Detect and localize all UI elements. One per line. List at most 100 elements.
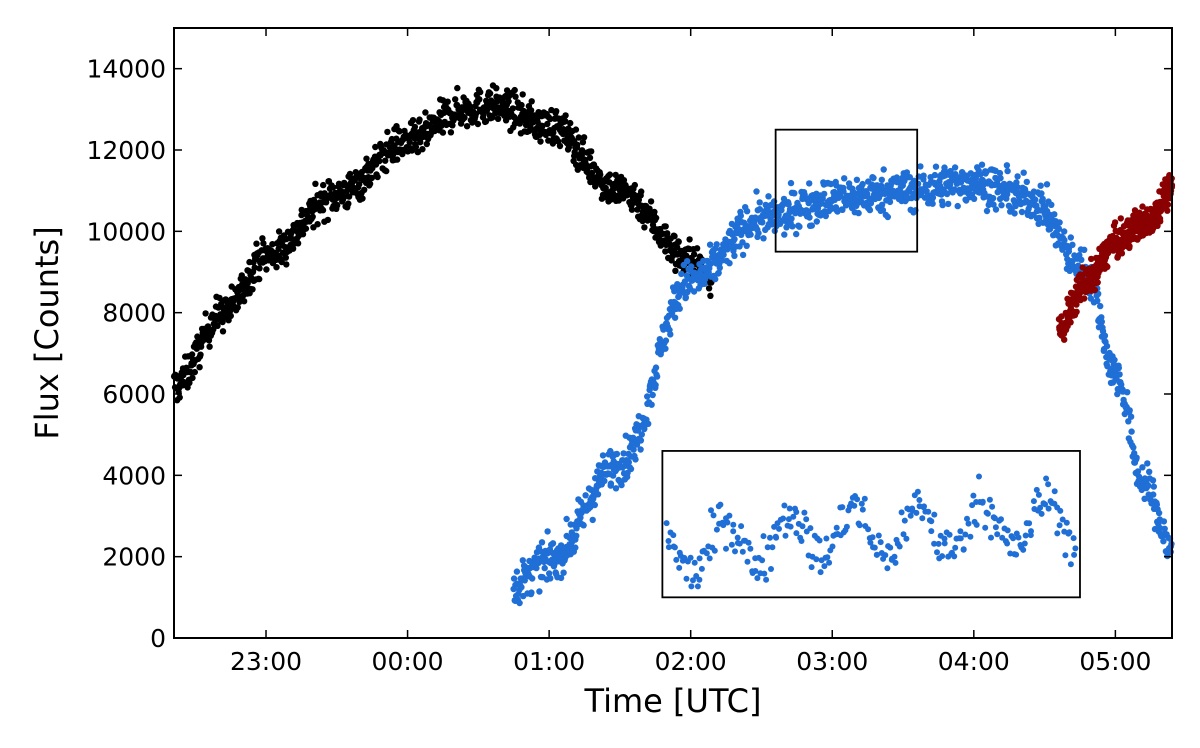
inset-data-point: [728, 541, 735, 548]
data-point: [1013, 179, 1020, 186]
data-point: [855, 209, 862, 217]
data-point: [537, 138, 544, 145]
data-point: [519, 557, 526, 564]
data-point: [1078, 256, 1085, 263]
data-point: [329, 184, 337, 191]
inset-data-point: [957, 535, 964, 542]
data-point: [1014, 173, 1021, 180]
data-point: [688, 263, 695, 270]
inset-data-point: [967, 533, 974, 540]
data-point: [628, 206, 636, 213]
data-point: [454, 84, 461, 92]
data-point: [1103, 342, 1111, 350]
data-point: [546, 570, 553, 577]
data-point: [756, 206, 763, 213]
inset-data-point: [919, 515, 926, 522]
data-point: [630, 446, 637, 453]
data-point: [978, 161, 986, 168]
data-point: [998, 202, 1005, 209]
inset-data-point: [952, 544, 959, 551]
data-point: [671, 314, 679, 321]
data-point: [383, 167, 390, 175]
data-point: [594, 491, 602, 498]
inset-data-point: [1054, 530, 1061, 537]
data-point: [606, 171, 614, 178]
data-point: [1111, 219, 1119, 226]
data-point: [219, 318, 226, 326]
data-point: [1032, 196, 1039, 203]
data-point: [625, 459, 632, 466]
data-point: [422, 109, 429, 116]
data-point: [667, 331, 674, 338]
data-point: [319, 207, 327, 214]
data-point: [620, 450, 627, 457]
data-point: [1144, 482, 1152, 490]
data-point: [1164, 207, 1171, 214]
inset-data-point: [744, 558, 751, 565]
inset-data-point: [799, 523, 806, 530]
data-point: [1114, 390, 1121, 398]
inset-data-point: [931, 511, 938, 518]
data-point: [756, 199, 763, 206]
data-point: [591, 501, 598, 509]
inset-data-point: [998, 516, 1004, 523]
data-point: [992, 206, 1000, 213]
data-point: [943, 190, 951, 198]
data-point: [601, 477, 608, 485]
data-point: [1139, 203, 1146, 210]
inset-data-point: [739, 548, 746, 555]
y-axis-label: Flux [Counts]: [28, 226, 66, 439]
data-point: [684, 258, 691, 265]
data-point: [575, 134, 582, 141]
data-point: [294, 240, 302, 247]
data-layer: [170, 82, 1176, 607]
inset-data-point: [782, 532, 789, 539]
inset-data-point: [957, 528, 964, 535]
data-point: [1157, 207, 1165, 215]
inset-data-point: [723, 545, 729, 552]
data-point: [359, 195, 366, 202]
data-point: [983, 207, 991, 215]
inset-data-point: [994, 531, 1001, 538]
data-point: [788, 215, 795, 222]
data-point: [463, 123, 471, 130]
data-point: [652, 214, 660, 222]
data-point: [645, 420, 652, 427]
data-point: [651, 208, 658, 216]
data-point: [516, 599, 523, 607]
data-point: [1043, 181, 1051, 188]
inset-data-point: [865, 526, 872, 533]
inset-data-point: [973, 521, 980, 528]
data-point: [1058, 313, 1065, 320]
data-point: [1160, 538, 1167, 545]
data-point: [1018, 208, 1026, 216]
data-point: [533, 564, 540, 572]
data-point: [707, 292, 714, 299]
data-point: [705, 285, 713, 292]
data-point: [906, 174, 913, 181]
data-point: [662, 337, 670, 344]
data-point: [1039, 195, 1046, 203]
plot-frame: [173, 27, 1173, 639]
inset-data-point: [965, 520, 972, 527]
data-point: [1128, 428, 1135, 435]
data-point: [529, 575, 536, 582]
inset-frame: [661, 450, 1081, 599]
series-pass-3: [1055, 172, 1176, 343]
data-point: [197, 351, 204, 358]
inset-data-point: [1063, 519, 1070, 526]
data-point: [920, 172, 927, 179]
y-tick-label: 14000: [86, 55, 166, 84]
data-point: [1061, 237, 1068, 244]
inset-data-point: [982, 524, 989, 531]
data-point: [578, 152, 585, 159]
inset-data-point: [1030, 498, 1037, 505]
inset-data-point: [877, 539, 884, 546]
data-point: [1003, 162, 1011, 169]
data-point: [518, 584, 525, 591]
inset-data-point: [787, 523, 794, 530]
data-point: [713, 241, 720, 248]
inset-data-point: [970, 492, 977, 499]
data-point: [574, 141, 581, 148]
inset-data-point: [816, 537, 823, 544]
